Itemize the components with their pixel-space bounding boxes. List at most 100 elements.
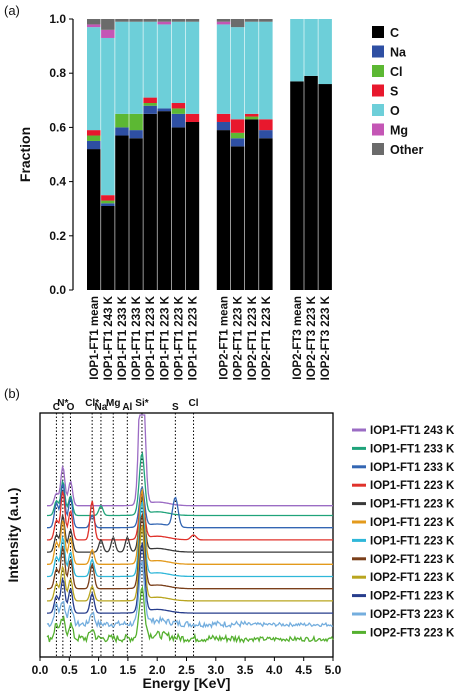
- bar-segment-other: [115, 19, 129, 22]
- bar-segment-c: [171, 127, 186, 291]
- bar-segment-mg: [216, 21, 231, 25]
- spectrum-line: [47, 491, 333, 541]
- y-tick-label: 0.8: [49, 66, 66, 80]
- element-label: Si*: [135, 398, 148, 409]
- element-label: Cl: [189, 398, 199, 409]
- bar-segment-o: [230, 27, 245, 120]
- x-tick-label: 1.5: [120, 663, 137, 677]
- spectrum-line: [47, 524, 333, 602]
- bar-segment-other: [259, 19, 273, 22]
- bar-segment-o: [216, 24, 231, 114]
- spectrum-line: [47, 512, 333, 590]
- plot-frame: [39, 412, 334, 658]
- legend-label: IOP2-FT3 223 K: [370, 609, 455, 621]
- legend-label: IOP1-FT1 233 K: [370, 443, 455, 455]
- bar-segment-na: [101, 203, 115, 206]
- bar-segment-o: [157, 24, 171, 109]
- legend-swatch: [372, 123, 384, 136]
- y-tick-label: 0.2: [49, 229, 66, 243]
- legend-swatch: [372, 45, 384, 58]
- x-tick-label: 0.5: [61, 663, 78, 677]
- element-label: O: [67, 402, 75, 413]
- legend-label: IOP1-FT1 223 K: [370, 480, 455, 492]
- legend-label: IOP1-FT1 243 K: [370, 425, 455, 437]
- spectra-chart: 0.0 0.5 1.0 1.5 2.0 2.5 3.0 3.5 4.0 4.5 5.0 Energy …: [5, 398, 455, 691]
- x-category-label: IOP2-FT1 223 K: [261, 295, 273, 380]
- spectrum-line: [46, 585, 334, 644]
- legend-label: IOP1-FT1 233 K: [370, 462, 455, 474]
- bar-segment-s: [143, 97, 157, 104]
- bar-segment-na: [259, 130, 273, 139]
- x-category-label: IOP2-FT3 223 K: [306, 295, 318, 380]
- bar-segment-o: [129, 21, 143, 114]
- bar-segment-cl: [115, 113, 129, 128]
- bar-segment-s: [259, 119, 273, 131]
- bar-segment-cl: [129, 113, 143, 131]
- bar-segment-o: [115, 21, 129, 114]
- x-category-label: IOP2-FT3 mean: [292, 296, 304, 380]
- x-category-label: IOP2-FT3 223 K: [320, 295, 332, 380]
- x-category-label: IOP1-FT1 223 K: [159, 295, 171, 380]
- x-category-label: IOP1-FT1 233 K: [117, 295, 129, 380]
- bar-segment-s: [185, 113, 200, 122]
- element-label: Al: [122, 402, 132, 413]
- bar-segment-other: [101, 19, 115, 30]
- legend-label: Mg: [390, 124, 408, 138]
- bar-segment-c: [87, 149, 101, 290]
- x-tick-label: 4.5: [295, 663, 312, 677]
- bar-segment-s: [101, 195, 115, 201]
- x-tick-label: 2.5: [178, 663, 195, 677]
- bar-segment-other: [230, 19, 245, 28]
- legend-swatch: [372, 65, 384, 77]
- bar-segment-other: [129, 19, 143, 22]
- y-axis-title: Fraction: [17, 127, 33, 182]
- bar-segment-s: [216, 113, 231, 122]
- spectrum-line: [47, 541, 333, 614]
- bar-segment-na: [157, 108, 171, 112]
- bar-segment-c: [259, 138, 273, 290]
- y-tick-label: 0.6: [49, 120, 66, 134]
- bar-segment-o: [318, 19, 332, 85]
- spectrum-line: [47, 414, 333, 507]
- legend-label: C: [390, 26, 399, 40]
- x-tick-label: 1.0: [90, 663, 107, 677]
- legend-label: S: [390, 85, 398, 99]
- bar-segment-na: [87, 140, 101, 150]
- bar-segment-o: [245, 21, 259, 114]
- legend-label: IOP2-FT1 223 K: [370, 572, 455, 584]
- legend-swatch: [372, 84, 384, 97]
- legend-swatch: [372, 104, 384, 116]
- bar-segment-na: [115, 127, 129, 136]
- legend-label: IOP2-FT3 223 K: [370, 627, 455, 639]
- bar-segment-mg: [87, 24, 101, 28]
- x-axis-title: Energy [KeV]: [143, 675, 231, 691]
- bar-segment-na: [143, 105, 157, 114]
- bar-segment-other: [245, 19, 259, 22]
- x-tick-label: 3.5: [237, 663, 254, 677]
- spectrum-line: [46, 559, 334, 629]
- x-category-label: IOP1-FT1 223 K: [145, 295, 157, 380]
- bar-segment-o: [87, 27, 101, 131]
- x-tick-label: 2.0: [149, 663, 166, 677]
- panel-a-label: (a): [4, 3, 20, 18]
- y-tick-label: 0.0: [49, 283, 66, 297]
- element-label: N*: [57, 398, 68, 409]
- bar-segment-na: [171, 113, 186, 128]
- panel-b-label: (b): [4, 386, 20, 401]
- bar-segment-c: [115, 135, 129, 290]
- bar-segment-s: [230, 119, 245, 133]
- x-tick-label: 0.0: [32, 663, 49, 677]
- bar-segment-c: [101, 205, 115, 290]
- bar-segment-o: [259, 21, 273, 120]
- bar-segment-na: [129, 130, 143, 139]
- element-label: Mg: [106, 398, 120, 409]
- bar-segment-cl: [171, 108, 186, 114]
- x-category-label: IOP1-FT1 mean: [89, 296, 101, 380]
- spectrum-line: [47, 487, 333, 565]
- bar-segment-other: [185, 19, 200, 22]
- legend-label: IOP2-FT1 223 K: [370, 591, 455, 603]
- x-category-label: IOP2-FT1 mean: [219, 296, 231, 380]
- bar-segment-cl: [87, 135, 101, 141]
- y-tick-label: 0.4: [49, 175, 66, 189]
